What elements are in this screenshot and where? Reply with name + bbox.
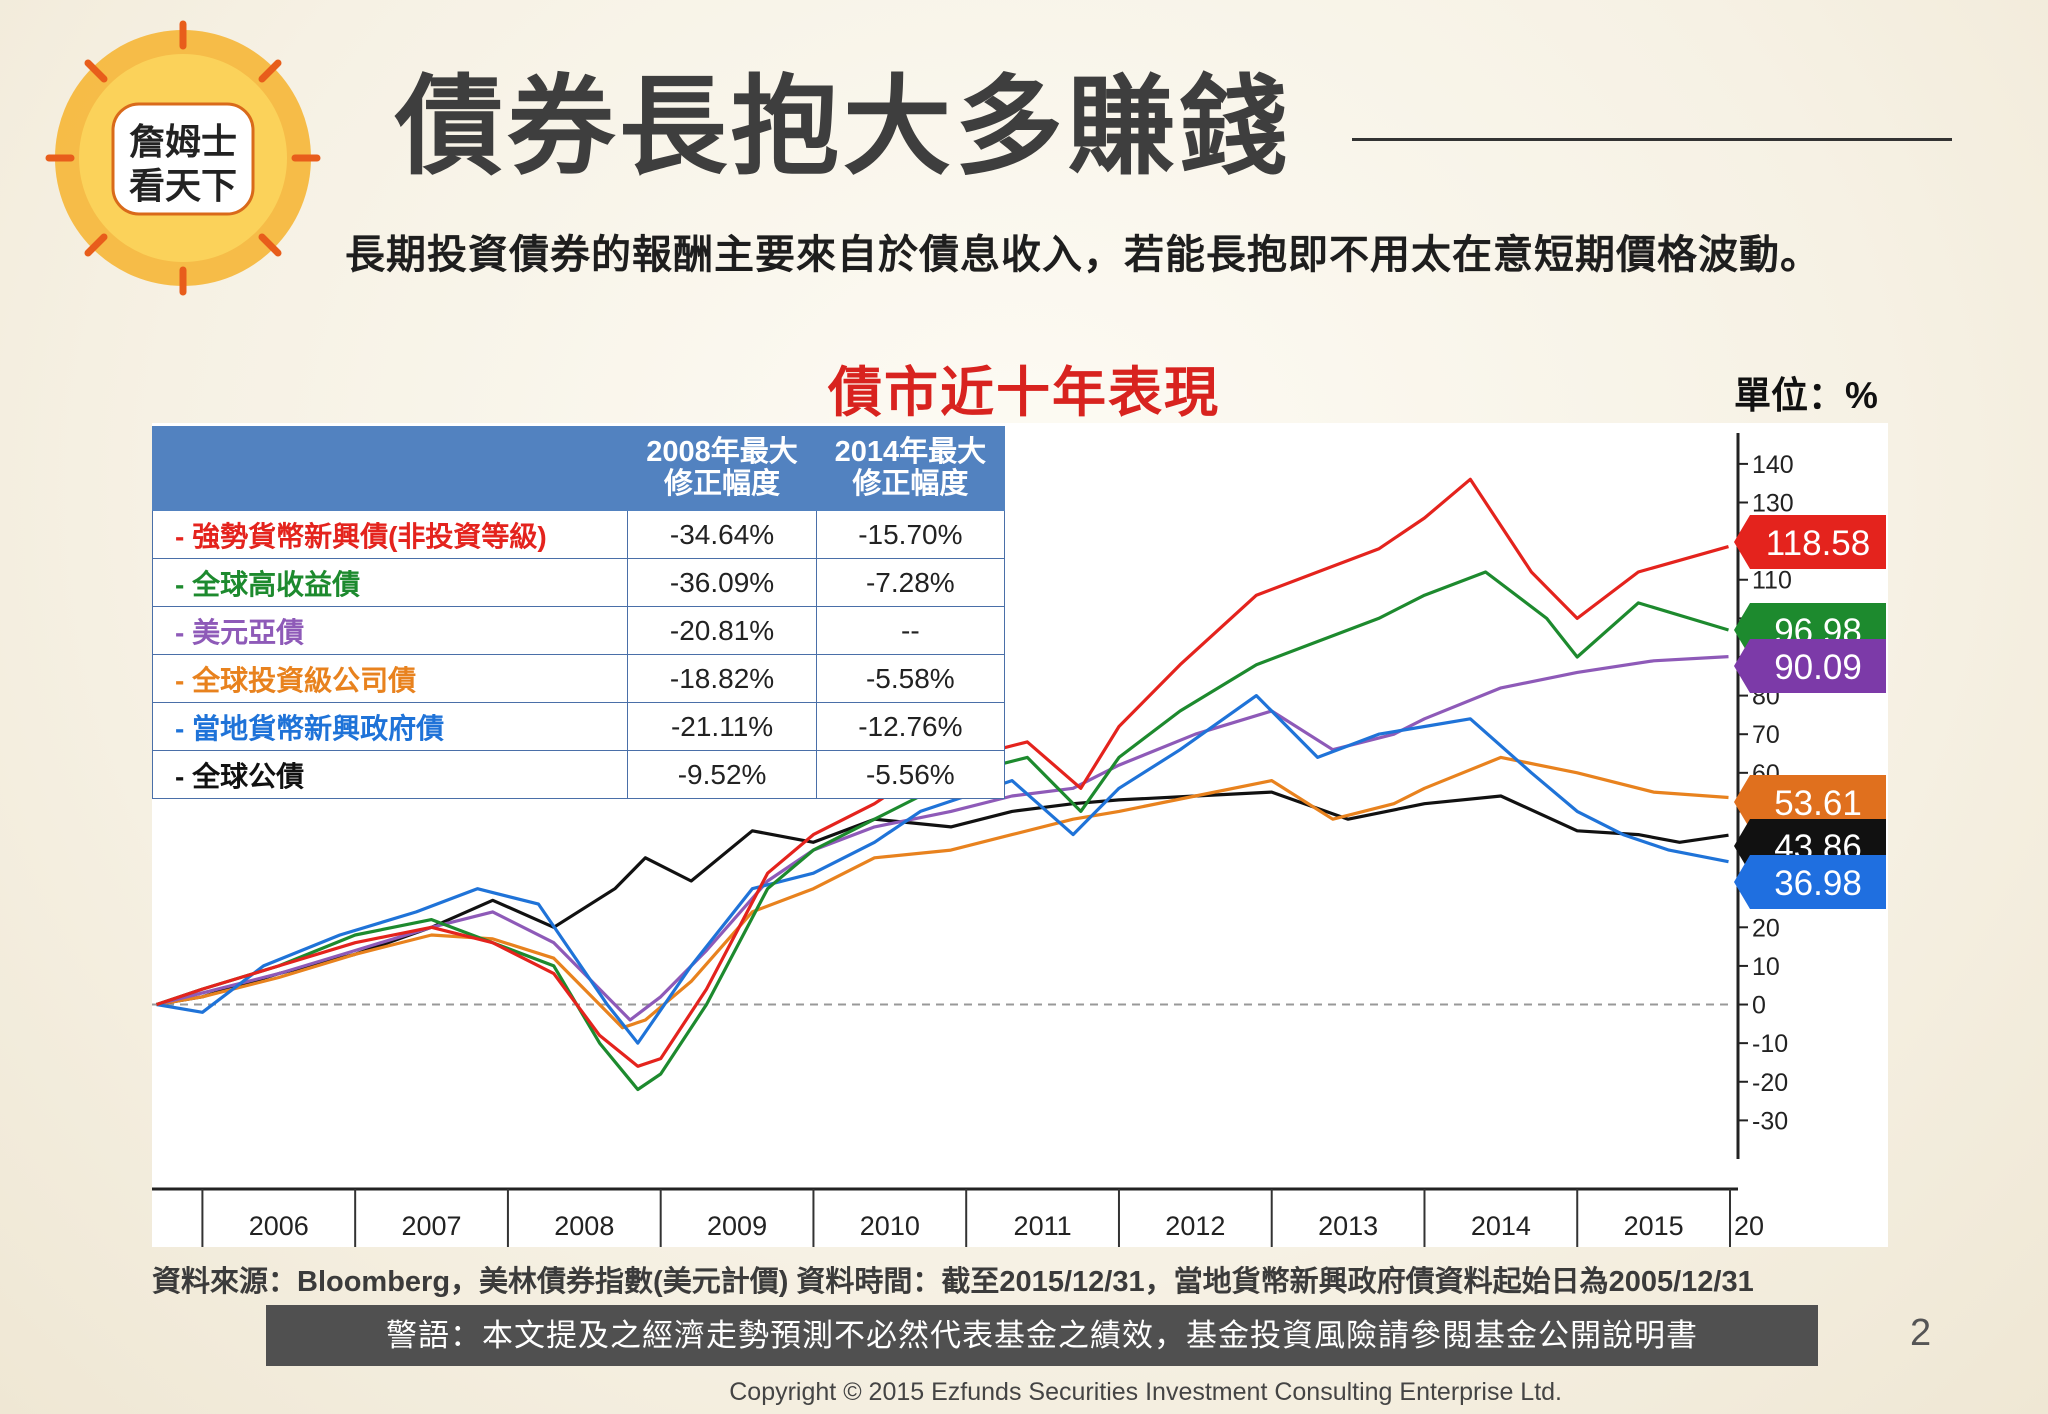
end-value-label: 90.09 (1774, 648, 1862, 687)
x-tick-label: 2011 (1014, 1211, 1072, 1241)
table-row: - 全球投資級公司債 -18.82% -5.58% (151, 654, 1006, 703)
y-tick-label: 140 (1752, 451, 1794, 479)
source-footnote: 資料來源：Bloomberg，美林債券指數(美元計價) 資料時間：截至2015/… (152, 1266, 1754, 1298)
y-tick-label: -20 (1752, 1069, 1788, 1097)
drawdown-2008-cell: -20.81% (627, 606, 817, 655)
x-tick-label: 2009 (707, 1211, 767, 1241)
drawdown-2008-cell: -18.82% (627, 654, 817, 703)
series-name-cell: - 全球公債 (151, 750, 629, 799)
end-value-flag (1734, 855, 1886, 909)
series-name-cell: - 全球高收益債 (151, 558, 629, 607)
end-value-label: 53.61 (1774, 784, 1862, 823)
x-tick-label: 2013 (1318, 1211, 1378, 1241)
x-tick-label: 2014 (1471, 1211, 1531, 1241)
table-header-2008-line2: 修正幅度 (664, 467, 781, 500)
logo: 詹姆士 看天下 (45, 20, 321, 296)
drawdown-2008-cell: -36.09% (627, 558, 817, 607)
logo-text-line2: 看天下 (129, 166, 237, 207)
y-tick-label: 10 (1752, 953, 1780, 981)
y-tick-label: 70 (1752, 721, 1780, 749)
series-name-cell: - 強勢貨幣新興債(非投資等級) (151, 510, 629, 559)
table-header-2008-line1: 2008年最大 (646, 435, 798, 468)
drawdown-2008-cell: -21.11% (627, 702, 817, 751)
drawdown-2014-cell: -7.28% (815, 558, 1006, 607)
chart-title: 債市近十年表現 (828, 363, 1220, 423)
x-tick-label: 2015 (1624, 1211, 1684, 1241)
table-header-2014: 2014年最大 修正幅度 (815, 426, 1006, 511)
series-name-cell: - 美元亞債 (151, 606, 629, 655)
table-row: - 美元亞債 -20.81% -- (151, 606, 1006, 655)
drawdown-2014-cell: -15.70% (815, 510, 1006, 559)
table-row: - 強勢貨幣新興債(非投資等級) -34.64% -15.70% (151, 510, 1006, 559)
page-title: 債券長抱大多賺錢 (395, 66, 1292, 187)
series-name-cell: - 全球投資級公司債 (151, 654, 629, 703)
y-tick-label: -10 (1752, 1030, 1788, 1058)
logo-text-line1: 詹姆士 (129, 122, 237, 163)
drawdown-2008-cell: -9.52% (627, 750, 817, 799)
disclaimer-bar: 警語：本文提及之經濟走勢預測不必然代表基金之績效，基金投資風險請參閱基金公開說明… (266, 1305, 1818, 1366)
y-tick-label: 20 (1752, 914, 1780, 942)
drawdown-2014-cell: -5.56% (815, 750, 1006, 799)
series-line (156, 755, 1729, 1030)
end-value-flag (1734, 775, 1886, 829)
drawdown-2008-cell: -34.64% (627, 510, 817, 559)
drawdown-2014-cell: -- (815, 606, 1006, 655)
end-value-label: 118.58 (1766, 524, 1870, 563)
y-tick-label: 130 (1752, 490, 1794, 518)
drawdown-2014-cell: -5.58% (815, 654, 1006, 703)
table-row: - 全球高收益債 -36.09% -7.28% (151, 558, 1006, 607)
logo-badge (111, 102, 255, 216)
series-line (156, 790, 1729, 1007)
copyright: Copyright © 2015 Ezfunds Securities Inve… (729, 1378, 1562, 1406)
table-header-blank (151, 426, 629, 511)
x-tick-label: 20 (1734, 1211, 1764, 1241)
drawdown-table-header: 2008年最大 修正幅度 2014年最大 修正幅度 (151, 426, 1006, 511)
y-tick-label: 110 (1752, 567, 1792, 595)
x-tick-label: 2010 (860, 1211, 920, 1241)
y-tick-label: -30 (1752, 1107, 1788, 1135)
table-header-2008: 2008年最大 修正幅度 (627, 426, 817, 511)
x-tick-label: 2012 (1165, 1211, 1225, 1241)
page-subtitle: 長期投資債券的報酬主要來自於債息收入，若能長抱即不用太在意短期價格波動。 (345, 233, 1821, 277)
page-number: 2 (1910, 1312, 1932, 1354)
end-value-flag (1734, 515, 1886, 569)
series-name-cell: - 當地貨幣新興政府債 (151, 702, 629, 751)
table-row: - 當地貨幣新興政府債 -21.11% -12.76% (151, 702, 1006, 751)
x-tick-label: 2008 (554, 1211, 614, 1241)
table-row: - 全球公債 -9.52% -5.56% (151, 750, 1006, 799)
logo-rays-icon (45, 20, 321, 296)
chart-unit-label: 單位：% (1734, 375, 1878, 416)
table-header-2014-line1: 2014年最大 (834, 435, 987, 468)
y-tick-label: 0 (1752, 992, 1766, 1020)
x-tick-label: 2007 (402, 1211, 462, 1241)
table-header-2014-line2: 修正幅度 (852, 467, 969, 500)
drawdown-2014-cell: -12.76% (815, 702, 1006, 751)
x-tick-label: 2006 (249, 1211, 309, 1241)
end-value-flag (1734, 639, 1886, 693)
drawdown-table: 2008年最大 修正幅度 2014年最大 修正幅度 - 強勢貨幣新興債(非投資等… (151, 426, 1006, 799)
title-divider (1352, 138, 1952, 141)
end-value-label: 36.98 (1774, 864, 1862, 903)
